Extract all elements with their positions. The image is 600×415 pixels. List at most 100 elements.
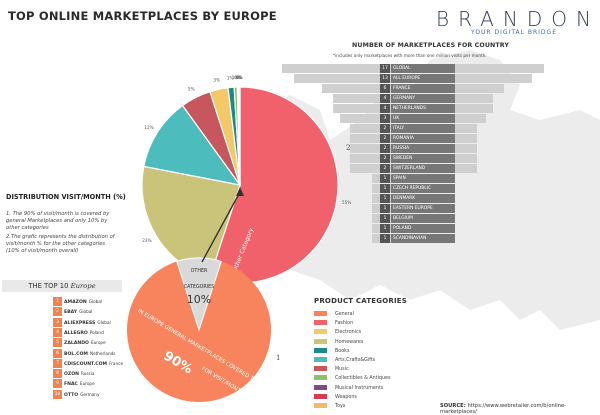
legend-label: Toys bbox=[335, 404, 346, 409]
pyramid-row: 1 DENMARK bbox=[372, 194, 455, 203]
top10-country: Europe bbox=[90, 340, 106, 346]
legend-label: Books bbox=[335, 348, 350, 354]
legend-label: Musical Instruments bbox=[335, 385, 384, 391]
pyramid-country: NETHERLANDS bbox=[390, 104, 455, 113]
source-url[interactable]: https://www.webretailer.com/b/online-mar… bbox=[440, 403, 567, 415]
top10-name: CDISCOUNT.COM bbox=[64, 361, 108, 367]
pie-slice bbox=[238, 86, 241, 186]
pyramid-country: POLAND bbox=[391, 224, 455, 233]
top10-rank: 10 bbox=[53, 389, 62, 399]
other-label: OTHER bbox=[191, 268, 208, 274]
top10-region: Europe bbox=[70, 282, 96, 290]
top10-item: 9 FNAC Europe bbox=[53, 379, 95, 389]
pie-slice bbox=[176, 257, 222, 332]
legend-item: Electronics bbox=[314, 328, 361, 337]
pyramid-subtitle: *includes only marketplaces with more th… bbox=[333, 53, 487, 58]
pyramid-country: ITALY bbox=[391, 124, 455, 133]
pie-slice bbox=[208, 86, 339, 284]
pyramid-row: 1 POLAND bbox=[372, 224, 455, 233]
pie-slice bbox=[143, 104, 242, 186]
source-label: SOURCE: bbox=[440, 403, 466, 409]
pyramid-country: SPAIN bbox=[391, 174, 455, 183]
pyramid-row: 6 FRANCE bbox=[321, 84, 505, 93]
pyramid-country: SWEDEN bbox=[391, 154, 455, 163]
legend-label: Arts,Crafts&Gifts bbox=[335, 358, 376, 363]
pyramid-count: 1 bbox=[380, 214, 390, 223]
pyramid-country: ROMANIA bbox=[391, 134, 455, 143]
distribution-note-1: 1. The 90% of visit/month is covered by … bbox=[6, 211, 110, 231]
pie-slice-label: 1% bbox=[232, 75, 239, 80]
legend-swatch bbox=[314, 403, 327, 408]
top10-title: THE TOP 10 bbox=[28, 282, 69, 290]
small-pie-marker: 1 bbox=[276, 354, 280, 362]
top10-item: 8 OZON Russia bbox=[53, 369, 94, 379]
pyramid-count: 3 bbox=[379, 114, 390, 123]
pyramid-country: DENMARK bbox=[391, 194, 455, 203]
pyramid-count: 1 bbox=[380, 184, 390, 193]
top10-name: ALLEGRO bbox=[64, 330, 88, 336]
top10-country: Poland bbox=[89, 329, 104, 335]
top10-rank: 8 bbox=[53, 369, 62, 379]
legend-swatch bbox=[314, 366, 327, 372]
legend-swatch bbox=[314, 338, 327, 344]
top10-name: AMAZON bbox=[64, 300, 87, 305]
pyramid-count: 1 bbox=[380, 194, 390, 203]
pyramid-count: 2 bbox=[380, 154, 390, 163]
legend-swatch bbox=[314, 311, 327, 316]
top10-country: Russia bbox=[81, 371, 95, 377]
pyramid-row: 4 GERMANY bbox=[333, 94, 493, 103]
pie-slice-label: 12% bbox=[144, 125, 153, 130]
logo-name: BRANDON bbox=[436, 7, 600, 31]
legend-title: PRODUCT CATEGORIES bbox=[314, 297, 407, 305]
pyramid-row: 2 RUSSIA bbox=[349, 144, 477, 153]
pyramid-country: BELGIUM bbox=[391, 214, 455, 223]
pie-slice-label: 0% bbox=[235, 75, 242, 80]
connector-arrow bbox=[236, 187, 244, 196]
top10-name: ALIEXPRESS bbox=[64, 320, 96, 326]
legend-swatch bbox=[314, 375, 327, 381]
pie-slice-label: 0% bbox=[234, 75, 241, 80]
top10-country: France bbox=[109, 360, 124, 366]
top10-item: 6 BOL.COM Netherlands bbox=[53, 348, 115, 359]
other-value: 10% bbox=[187, 293, 211, 306]
pyramid-row: 1 CZECH REPUBLIC bbox=[372, 184, 455, 193]
pyramid-row: 3 UK bbox=[340, 114, 486, 123]
top10-header: THE TOP 10 Europe bbox=[2, 280, 122, 292]
pyramid-count: 1 bbox=[380, 204, 390, 213]
top10-item: 5 ZALANDO Europe bbox=[53, 338, 106, 348]
pyramid-count: 1 bbox=[380, 174, 390, 183]
pie-slice-label: 0% bbox=[236, 75, 243, 80]
pyramid-country: RUSSIA bbox=[391, 144, 455, 153]
categories-label: CATEGORIES bbox=[184, 284, 215, 290]
connector-line bbox=[201, 191, 241, 263]
pie-slice-label: 5% bbox=[188, 87, 195, 92]
top10-country: Global bbox=[88, 299, 103, 304]
legend-item: Homewares bbox=[314, 338, 363, 347]
pyramid-count: 1 bbox=[380, 224, 390, 233]
legend-label: Collectibles & Antiques bbox=[335, 376, 391, 382]
pyramid-row: 2 ITALY bbox=[349, 124, 477, 133]
top10-item: 4 ALLEGRO Poland bbox=[53, 327, 104, 338]
legend-label: Electronics bbox=[335, 330, 362, 336]
legend-swatch bbox=[314, 393, 327, 399]
top10-rank: 9 bbox=[53, 379, 62, 389]
top10-name: ZALANDO bbox=[64, 341, 89, 347]
top10-rank: 1 bbox=[53, 297, 62, 306]
big-pie-marker: 2 bbox=[346, 144, 350, 152]
pyramid-count: 2 bbox=[380, 164, 390, 173]
distribution-note-2: 2.The grafic represents the distribution… bbox=[6, 234, 115, 254]
top10-country: Global bbox=[79, 309, 93, 315]
top10-name: FNAC bbox=[64, 382, 78, 388]
legend-item: General bbox=[314, 310, 354, 319]
pyramid-row: 2 ROMANIA bbox=[349, 134, 477, 143]
pyramid-count: 13 bbox=[379, 74, 390, 83]
pyramid-country: UK bbox=[390, 114, 455, 123]
legend-swatch bbox=[314, 347, 327, 353]
pyramid-country: SCANDINAVIAN bbox=[391, 234, 455, 243]
legend-label: Music bbox=[335, 367, 349, 373]
pyramid-row: 1 EASTERN EUROPE bbox=[372, 204, 455, 213]
top10-item: 3 ALIEXPRESS Global bbox=[53, 317, 111, 328]
legend-label: Weapons bbox=[335, 394, 357, 400]
top10-rank: 3 bbox=[53, 317, 62, 327]
